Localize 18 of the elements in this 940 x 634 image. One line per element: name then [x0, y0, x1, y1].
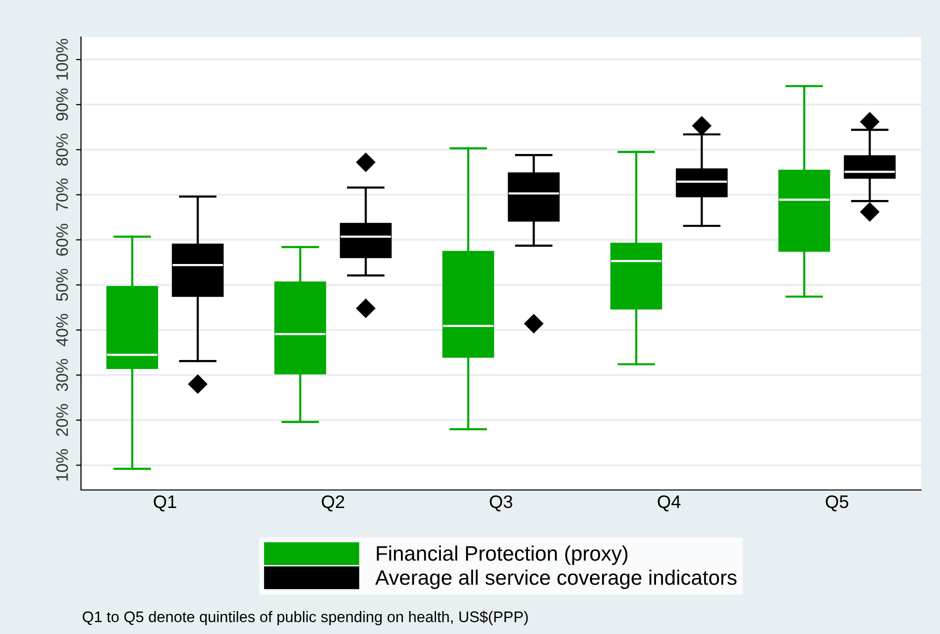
y-tick-label: 100% — [56, 38, 68, 80]
x-tick-label: Q5 — [826, 495, 848, 512]
x-tick-label: Q3 — [490, 495, 512, 512]
y-tick-label: 90% — [56, 88, 68, 121]
legend-label: Average all service coverage indicators — [375, 570, 737, 590]
y-tick-label: 50% — [56, 268, 68, 301]
y-tick-label: 20% — [56, 404, 68, 436]
text: Q1 to Q5 denote quintiles of public spending on health, US$(PPP) — [82, 610, 528, 626]
y-tick-label: 40% — [56, 314, 68, 346]
y-tick-label: 60% — [56, 224, 68, 256]
y-tick-label: 10% — [56, 449, 68, 481]
y-tick-label: 80% — [56, 134, 68, 166]
y-tick-label: 30% — [56, 358, 68, 392]
x-tick-label: Q4 — [658, 495, 681, 512]
x-tick-label: Q2 — [322, 495, 344, 512]
x-tick-label: Q1 — [154, 495, 176, 512]
legend-label: Financial Protection (proxy) — [376, 546, 628, 565]
y-tick-label: 70% — [56, 178, 68, 211]
